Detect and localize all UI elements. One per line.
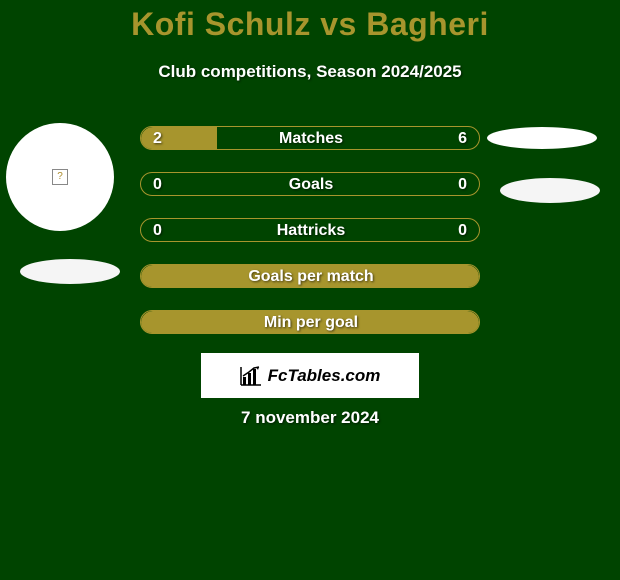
- bar-right-value: 0: [458, 173, 467, 196]
- bar-row-goals: 0 Goals 0: [140, 172, 480, 196]
- bar-label: Hattricks: [141, 219, 480, 242]
- bar-chart-icon: [240, 366, 262, 386]
- bar-row-goals-per-match: Goals per match: [140, 264, 480, 288]
- comparison-bars: 2 Matches 6 0 Goals 0 0 Hattricks 0 Goal…: [140, 126, 480, 356]
- player-left-shadow: [20, 259, 120, 284]
- player-left-portrait: ?: [6, 123, 114, 231]
- bar-row-matches: 2 Matches 6: [140, 126, 480, 150]
- bar-label: Goals per match: [141, 265, 480, 288]
- bar-label: Min per goal: [141, 311, 480, 334]
- bar-label: Goals: [141, 173, 480, 196]
- attribution-text: FcTables.com: [268, 366, 381, 386]
- date-label: 7 november 2024: [0, 408, 620, 428]
- player-right-portrait: [487, 127, 597, 149]
- page-title: Kofi Schulz vs Bagheri: [0, 6, 620, 43]
- bar-label: Matches: [141, 127, 480, 150]
- bar-right-value: 6: [458, 127, 467, 150]
- bar-row-min-per-goal: Min per goal: [140, 310, 480, 334]
- missing-image-icon: ?: [52, 169, 68, 185]
- subtitle: Club competitions, Season 2024/2025: [0, 62, 620, 82]
- comparison-card: Kofi Schulz vs Bagheri Club competitions…: [0, 0, 620, 580]
- attribution-badge: FcTables.com: [201, 353, 419, 398]
- player-right-shadow: [500, 178, 600, 203]
- bar-row-hattricks: 0 Hattricks 0: [140, 218, 480, 242]
- bar-right-value: 0: [458, 219, 467, 242]
